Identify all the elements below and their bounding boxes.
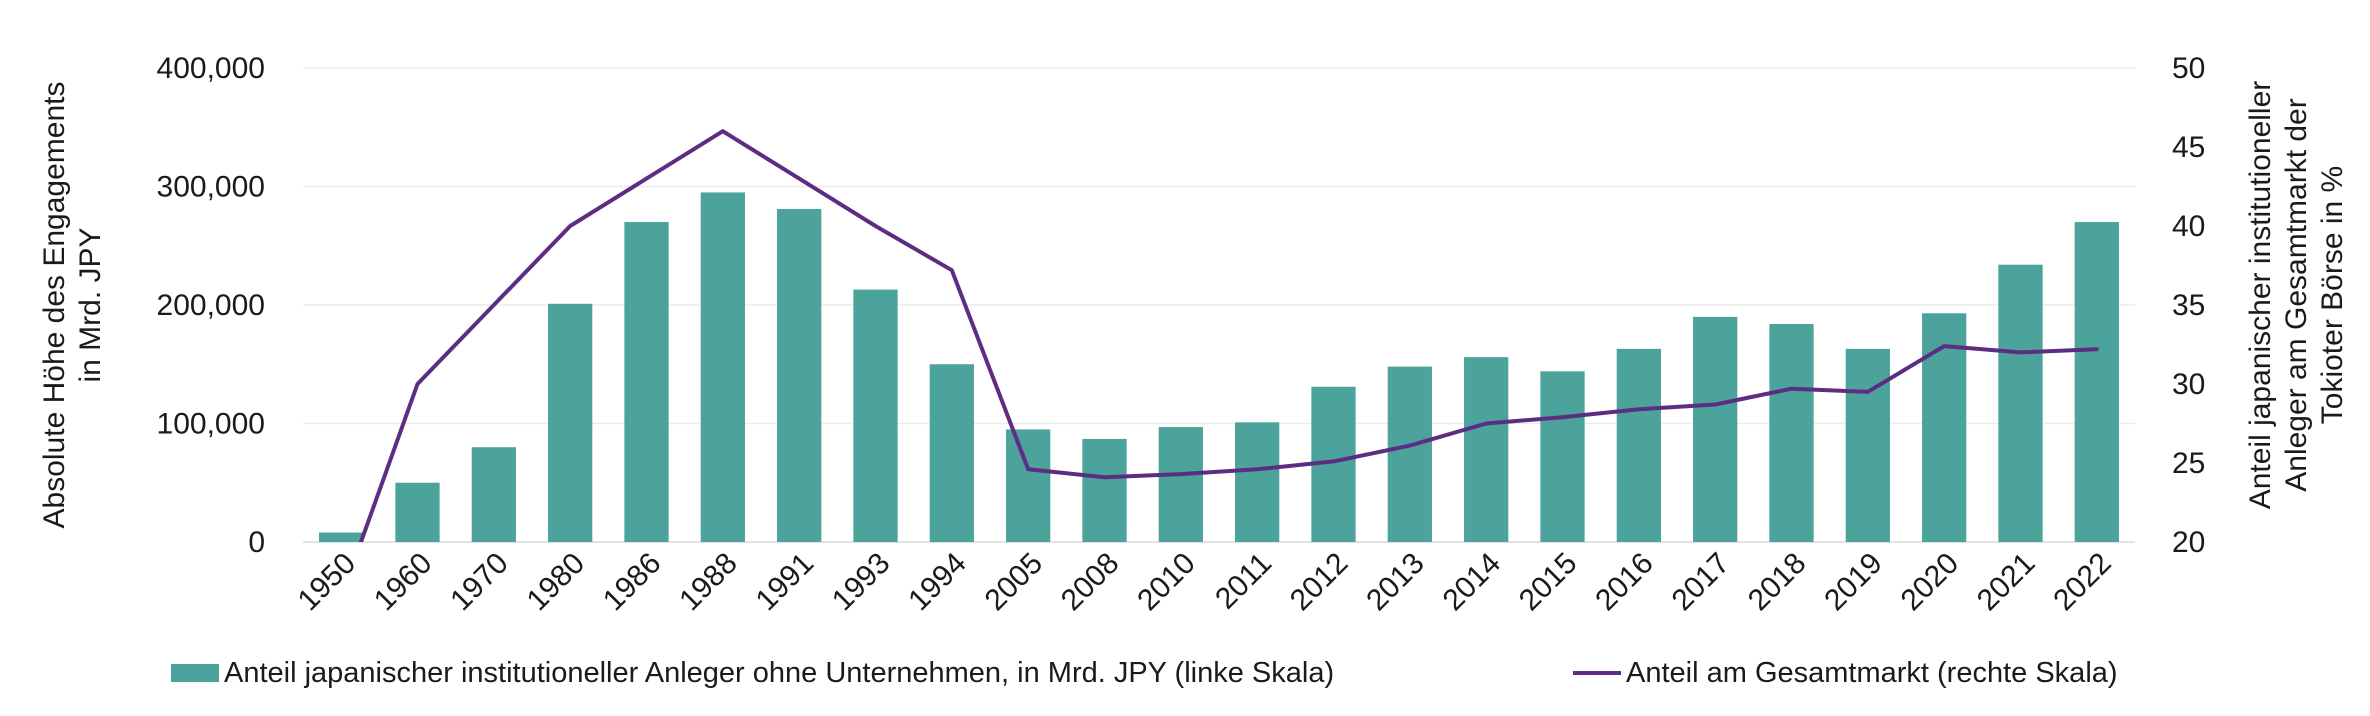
right-axis-title-line: Anteil japanischer institutioneller	[2244, 81, 2277, 510]
x-tick-label: 2019	[1818, 547, 1889, 618]
x-tick-label: 2013	[1360, 547, 1431, 618]
x-tick-label: 2017	[1666, 547, 1737, 618]
x-tick-label: 1993	[826, 547, 897, 618]
bar	[1540, 371, 1585, 542]
right-axis-title-group: Anteil japanischer institutioneller Anleg…	[2244, 81, 2349, 510]
left-axis-title-line: Absolute Höhe des Engagements	[38, 82, 71, 529]
bar	[700, 192, 745, 543]
bar	[1464, 357, 1509, 542]
right-axis-title-line: Anleger am Gesamtmarkt der	[2280, 98, 2313, 491]
left-axis-title-line: in Mrd. JPY	[74, 227, 107, 382]
x-tick-label: 2018	[1742, 547, 1813, 618]
x-tick-label: 1980	[521, 547, 592, 618]
bar	[1082, 438, 1127, 542]
bar	[471, 447, 516, 542]
bar	[1158, 427, 1203, 542]
right-tick-label: 20	[2172, 526, 2205, 559]
left-axis-title: Absolute Höhe des Engagements in Mrd. JPY	[38, 82, 107, 529]
bar	[853, 289, 898, 542]
right-axis-title: Anteil japanischer institutioneller Anleg…	[2244, 81, 2349, 510]
x-tick-label: 2015	[1513, 547, 1584, 618]
bar-series	[319, 192, 2119, 543]
line-series	[358, 129, 2099, 542]
bar	[1616, 348, 1661, 542]
legend-bar-swatch	[171, 664, 219, 682]
x-tick-label: 1950	[292, 547, 363, 618]
legend-label: Anteil am Gesamtmarkt (rechte Skala)	[1626, 657, 2118, 689]
x-axis-ticks: 1950 1960 1970 1980 1986 1988 1991 1993 1994 2005…	[292, 547, 2118, 618]
x-tick-label: 2012	[1284, 547, 1355, 618]
series-line	[358, 129, 2099, 542]
left-tick-label: 300,000	[157, 171, 265, 204]
x-tick-label: 2008	[1055, 547, 1126, 618]
bar	[1235, 422, 1280, 542]
x-tick-label: 2010	[1131, 547, 1202, 618]
left-axis-title-group: Absolute Höhe des Engagements in Mrd. JPY	[38, 82, 107, 529]
left-tick-label: 100,000	[157, 408, 265, 441]
bar	[1845, 348, 1890, 542]
right-tick-label: 30	[2172, 368, 2205, 401]
right-axis-ticks: 20 25 30 35 40 45 50	[2172, 52, 2205, 559]
legend: Anteil japanischer institutioneller Anle…	[171, 657, 2118, 689]
bar	[319, 532, 364, 542]
x-tick-label: 2005	[979, 547, 1050, 618]
legend-label: Anteil japanischer institutioneller Anle…	[224, 657, 1334, 689]
bar	[1769, 323, 1814, 542]
x-tick-label: 1986	[597, 547, 668, 618]
x-tick-label: 2020	[1895, 547, 1966, 618]
right-tick-label: 50	[2172, 52, 2205, 85]
x-tick-label: 2014	[1437, 547, 1508, 618]
left-axis-ticks: 0 100,000 200,000 300,000 400,000	[157, 52, 265, 559]
right-tick-label: 25	[2172, 447, 2205, 480]
x-tick-label: 1994	[902, 547, 973, 618]
bar	[1387, 366, 1432, 542]
bar	[929, 364, 974, 542]
bar	[777, 209, 822, 542]
gridlines	[303, 67, 2135, 543]
bar	[1006, 429, 1051, 542]
bar	[548, 303, 593, 542]
bar	[1922, 313, 1967, 542]
x-tick-label: 1988	[673, 547, 744, 618]
x-tick-label: 1991	[750, 547, 821, 618]
x-tick-label: 2022	[2047, 547, 2118, 618]
x-tick-label: 2021	[1971, 547, 2042, 618]
right-tick-label: 35	[2172, 289, 2205, 322]
left-tick-label: 200,000	[157, 289, 265, 322]
bar	[395, 482, 440, 542]
bar	[1693, 316, 1738, 542]
bar	[2074, 222, 2119, 543]
x-tick-label: 1960	[368, 547, 439, 618]
x-tick-label: 2016	[1589, 547, 1660, 618]
x-tick-label: 2011	[1209, 547, 1278, 616]
right-axis-title-line: Tokioter Börse in %	[2316, 166, 2349, 424]
left-tick-label: 0	[248, 526, 265, 559]
bar	[1998, 264, 2043, 542]
left-tick-label: 400,000	[157, 52, 265, 85]
x-tick-label: 1970	[444, 547, 515, 618]
right-tick-label: 40	[2172, 210, 2205, 243]
bar	[624, 222, 669, 543]
right-tick-label: 45	[2172, 131, 2205, 164]
